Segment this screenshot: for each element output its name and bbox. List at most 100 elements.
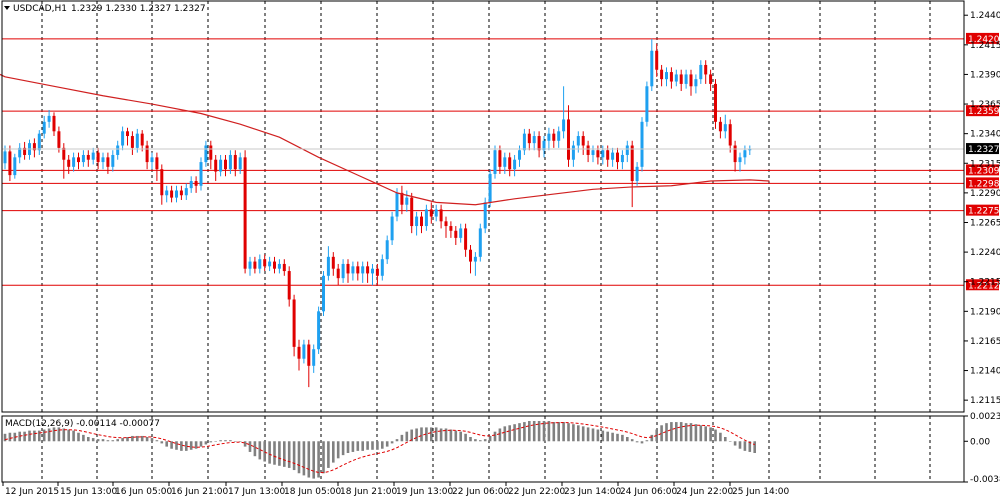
candle bbox=[371, 263, 374, 286]
macd-histogram-bar bbox=[376, 441, 379, 450]
level-price-box bbox=[966, 32, 999, 44]
candle-body bbox=[586, 145, 590, 155]
macd-histogram-bar bbox=[224, 440, 227, 442]
candle bbox=[415, 211, 419, 236]
x-tick-label: 17 Jun 13:00 bbox=[228, 487, 285, 497]
macd-histogram-bar bbox=[238, 441, 242, 442]
macd-histogram-bar bbox=[150, 438, 154, 442]
candle bbox=[464, 223, 468, 257]
x-tick-label: 24 Jun 06:00 bbox=[620, 487, 677, 497]
candle-body bbox=[513, 159, 517, 170]
macd-histogram-bar bbox=[170, 441, 173, 449]
macd-histogram-bar bbox=[77, 432, 80, 442]
candle bbox=[405, 190, 409, 212]
macd-histogram-bar bbox=[537, 421, 541, 442]
macd-signal-line bbox=[4, 422, 755, 474]
candle-body bbox=[18, 147, 22, 158]
candle bbox=[243, 150, 247, 274]
candle bbox=[625, 140, 629, 163]
macd-histogram-bar bbox=[724, 437, 727, 442]
macd-histogram-bar bbox=[532, 421, 536, 442]
macd-histogram-bar bbox=[743, 441, 747, 451]
macd-histogram-bar bbox=[596, 429, 600, 442]
symbol-label: USDCAD,H1 bbox=[13, 4, 67, 14]
candle bbox=[704, 60, 708, 84]
macd-histogram-bar bbox=[258, 441, 262, 460]
candle bbox=[179, 185, 183, 200]
candle bbox=[562, 86, 566, 139]
candle bbox=[660, 64, 664, 87]
candle bbox=[469, 244, 472, 274]
candle-body bbox=[96, 152, 100, 163]
candle bbox=[571, 140, 575, 167]
macd-histogram-bar bbox=[498, 428, 502, 442]
macd-histogram-bar bbox=[219, 440, 222, 442]
candle bbox=[488, 169, 492, 208]
candle bbox=[233, 150, 237, 177]
macd-histogram-bar bbox=[332, 441, 335, 463]
candle bbox=[214, 154, 218, 182]
candle bbox=[395, 188, 399, 222]
macd-histogram-bar bbox=[430, 427, 433, 442]
macd-histogram-bar bbox=[704, 426, 707, 442]
macd-histogram-bar bbox=[356, 441, 360, 451]
candle-body bbox=[150, 157, 154, 163]
candle bbox=[253, 256, 257, 274]
candle bbox=[385, 235, 389, 264]
macd-histogram-bar bbox=[145, 437, 149, 442]
candle bbox=[424, 204, 428, 231]
candle bbox=[655, 43, 659, 77]
candle bbox=[694, 74, 698, 94]
candle bbox=[160, 164, 164, 205]
candle-body bbox=[699, 64, 703, 80]
macd-histogram-bar bbox=[23, 431, 26, 442]
y-tick-label: 1.2140 bbox=[970, 367, 1000, 377]
macd-histogram-bar bbox=[753, 441, 756, 453]
candle-body bbox=[625, 145, 629, 155]
candle-body bbox=[37, 133, 41, 151]
macd-histogram-bar bbox=[47, 428, 51, 442]
macd-histogram-bar bbox=[719, 432, 722, 442]
candle-body bbox=[405, 197, 409, 205]
candle-body bbox=[380, 259, 384, 276]
candle bbox=[669, 67, 673, 89]
macd-histogram-bar bbox=[327, 441, 330, 468]
candle bbox=[228, 150, 232, 174]
macd-histogram-bar bbox=[297, 441, 301, 474]
x-tick-label: 25 Jun 14:00 bbox=[732, 487, 789, 497]
candle-body bbox=[518, 150, 521, 160]
candle-body bbox=[297, 346, 301, 359]
triangle-down-icon[interactable] bbox=[4, 6, 10, 10]
candle-body bbox=[611, 152, 615, 160]
candle-body bbox=[219, 159, 223, 172]
candle bbox=[723, 114, 727, 139]
macd-histogram-bar bbox=[302, 441, 306, 476]
moving-average-line bbox=[0, 73, 770, 206]
candle bbox=[57, 126, 61, 153]
candle-body bbox=[101, 157, 105, 163]
candle-body bbox=[312, 349, 316, 366]
candle-body bbox=[282, 263, 286, 272]
candle bbox=[567, 105, 570, 167]
candle bbox=[37, 130, 41, 155]
candle bbox=[738, 152, 742, 172]
candle-body bbox=[199, 162, 203, 186]
macd-histogram-bar bbox=[185, 441, 188, 451]
candle-body bbox=[714, 83, 717, 122]
macd-histogram-bar bbox=[180, 441, 183, 451]
level-price-label: 1.2359 bbox=[968, 107, 1000, 117]
candle-body bbox=[483, 202, 487, 229]
candle bbox=[42, 115, 46, 139]
macd-histogram-bar bbox=[557, 422, 560, 442]
bid-price-label: 1.2327 bbox=[968, 145, 1000, 155]
candle bbox=[728, 119, 732, 153]
macd-histogram-bar bbox=[709, 427, 712, 442]
candle-body bbox=[179, 190, 183, 196]
candle bbox=[77, 152, 80, 170]
macd-histogram-bar bbox=[621, 434, 624, 442]
macd-histogram-bar bbox=[312, 441, 315, 479]
candle-body bbox=[444, 221, 448, 227]
candle-body bbox=[361, 266, 365, 274]
macd-histogram-bar bbox=[361, 441, 364, 451]
